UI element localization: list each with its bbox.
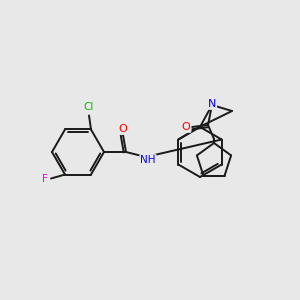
Text: N: N xyxy=(208,99,216,109)
Text: NH: NH xyxy=(140,155,156,165)
Text: O: O xyxy=(182,122,190,132)
Text: Cl: Cl xyxy=(84,103,94,112)
Text: O: O xyxy=(118,124,127,134)
Text: F: F xyxy=(42,173,48,184)
